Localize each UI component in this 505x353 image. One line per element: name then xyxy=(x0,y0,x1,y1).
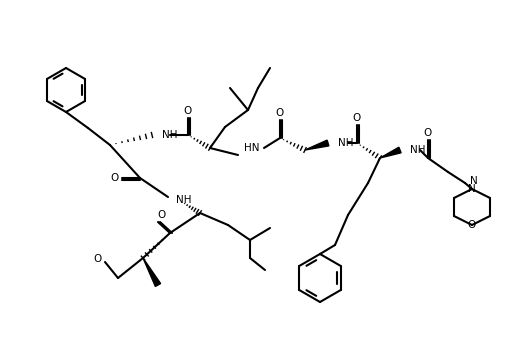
Text: NH: NH xyxy=(162,130,177,140)
Text: O: O xyxy=(158,210,166,220)
Text: NH: NH xyxy=(409,145,425,155)
Text: O: O xyxy=(111,173,119,183)
Polygon shape xyxy=(143,258,160,286)
Text: O: O xyxy=(352,113,361,123)
Text: O: O xyxy=(275,108,284,118)
Text: O: O xyxy=(94,254,102,264)
Text: O: O xyxy=(467,220,475,230)
Text: O: O xyxy=(183,106,192,116)
Text: NH: NH xyxy=(337,138,353,148)
Text: O: O xyxy=(423,128,431,138)
Text: N: N xyxy=(467,184,475,194)
Text: HN: HN xyxy=(244,143,259,153)
Polygon shape xyxy=(305,140,328,150)
Text: NH: NH xyxy=(176,195,191,205)
Polygon shape xyxy=(379,147,400,158)
Text: N: N xyxy=(469,176,477,186)
